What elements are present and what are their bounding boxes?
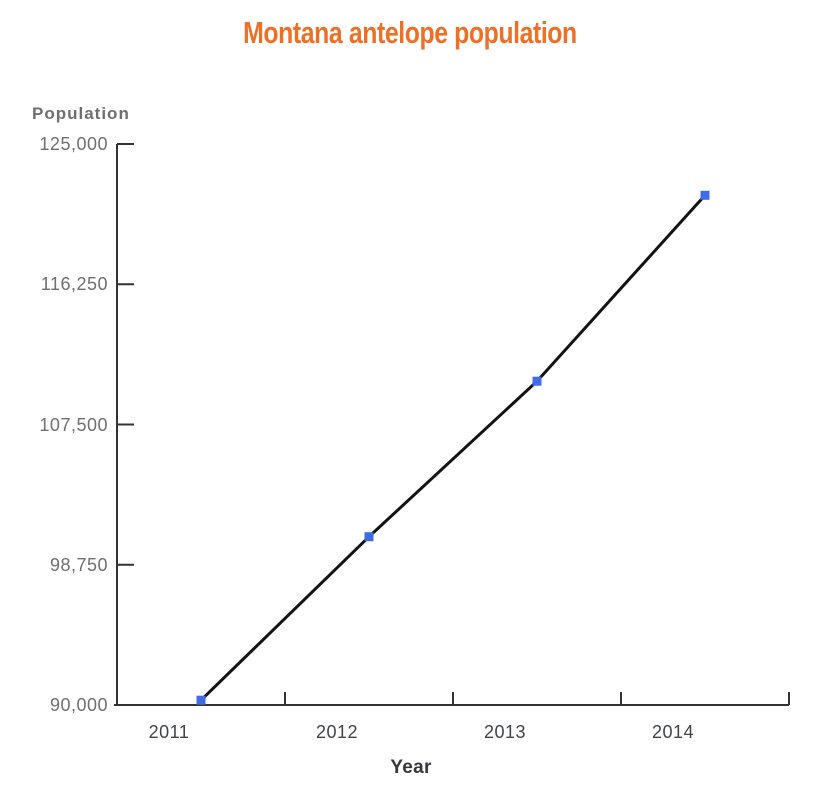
- data-point-marker: [196, 695, 206, 705]
- chart-title: Montana antelope population: [243, 15, 577, 50]
- data-point-marker: [364, 532, 374, 542]
- x-axis-title: Year: [390, 757, 432, 778]
- population-line: [199, 193, 707, 702]
- data-point-marker: [700, 190, 710, 200]
- data-point-marker: [532, 376, 542, 386]
- y-axis-title: Population: [32, 104, 130, 123]
